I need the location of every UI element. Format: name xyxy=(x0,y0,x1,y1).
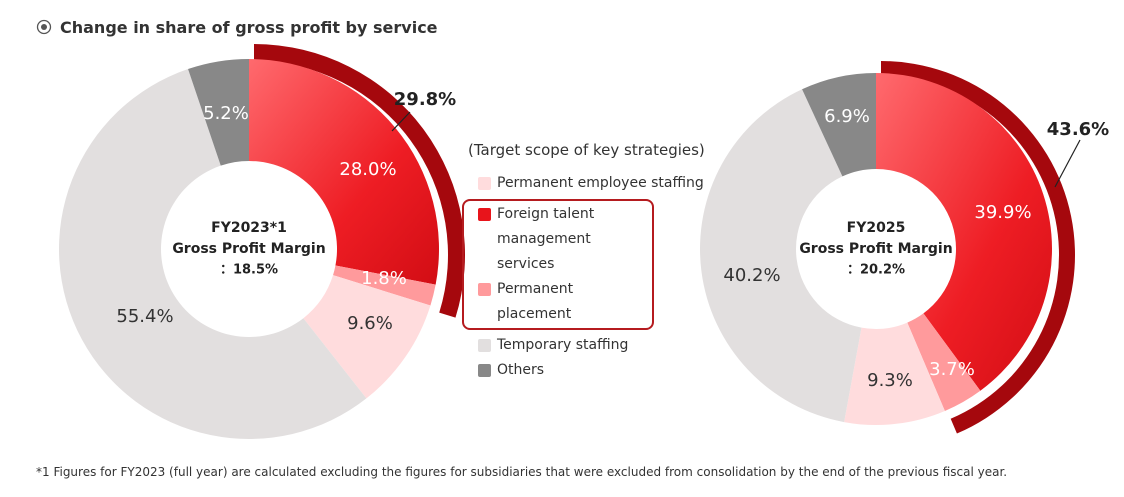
slice-label-foreign-talent-management-services: 39.9% xyxy=(974,202,1031,223)
legend-swatch xyxy=(478,339,491,352)
slice-others xyxy=(802,73,876,177)
legend-label: Permanent employee staffing xyxy=(497,175,704,191)
slice-temporary-staffing xyxy=(700,89,862,423)
highlight-leader-line xyxy=(1054,139,1081,188)
legend-item-foreign-talent: Foreign talent management services xyxy=(468,202,640,277)
chart-title-row: Change in share of gross profit by servi… xyxy=(36,14,438,40)
center-label-line: Gross Profit Margin xyxy=(172,241,325,257)
legend-item-others: Others xyxy=(468,358,705,383)
slice-temporary-staffing xyxy=(59,69,367,439)
legend-label: Temporary staffing xyxy=(497,337,629,353)
slice-permanent-placement xyxy=(907,313,981,411)
footnote: *1 Figures for FY2023 (full year) are ca… xyxy=(36,465,1008,479)
slice-label-temporary-staffing: 55.4% xyxy=(116,306,173,327)
highlight-leader-line xyxy=(391,111,411,132)
center-label-line: Gross Profit Margin xyxy=(799,241,952,257)
slice-permanent-employee-staffing xyxy=(303,275,431,399)
slice-label-foreign-talent-management-services: 28.0% xyxy=(339,159,396,180)
legend-item-permanent-employee-staffing: Permanent employee staffing xyxy=(468,171,705,196)
center-label-line: ：20.2% xyxy=(847,263,905,278)
center-label-line: FY2025 xyxy=(847,220,906,236)
slice-others xyxy=(188,59,249,166)
slice-label-permanent-placement: 3.7% xyxy=(929,359,975,380)
slice-label-permanent-employee-staffing: 9.3% xyxy=(867,370,913,391)
legend-label: Permanent placement xyxy=(497,281,574,322)
legend-swatch xyxy=(478,283,491,296)
slice-label-temporary-staffing: 40.2% xyxy=(723,265,780,286)
slice-label-permanent-employee-staffing: 9.6% xyxy=(347,313,393,334)
slice-foreign-talent-management-services xyxy=(249,59,440,285)
highlight-label: 29.8% xyxy=(394,89,456,110)
fy2023-donut-chart: 28.0% 1.8% 9.6% 55.4% 5.2% 29.8% FY2023*1 Gross… xyxy=(59,44,465,439)
fy2025-donut-chart: 39.9% 3.7% 9.3% 40.2% 6.9% 43.6% FY2025 Gross P… xyxy=(700,61,1109,434)
legend-label: Foreign talent management services xyxy=(497,206,595,272)
radio-bullet-icon xyxy=(36,19,52,35)
legend: (Target scope of key strategies) Permane… xyxy=(462,141,705,383)
slice-permanent-employee-staffing xyxy=(844,322,945,426)
center-label-line: ：18.5% xyxy=(220,263,278,278)
chart-title: Change in share of gross profit by servi… xyxy=(60,17,438,37)
legend-swatch xyxy=(478,364,491,377)
highlight-label: 43.6% xyxy=(1047,119,1109,140)
legend-label: Others xyxy=(497,362,545,378)
slice-label-others: 5.2% xyxy=(203,103,249,124)
slice-permanent-placement xyxy=(333,265,436,306)
slice-label-permanent-placement: 1.8% xyxy=(361,268,407,289)
slice-label-others: 6.9% xyxy=(824,106,870,127)
center-label-line: FY2023*1 xyxy=(211,220,287,236)
legend-item-temporary-staffing: Temporary staffing xyxy=(468,333,705,358)
slice-foreign-talent-management-services xyxy=(876,73,1052,391)
legend-swatch xyxy=(478,208,491,221)
legend-scope-label: (Target scope of key strategies) xyxy=(468,141,705,159)
legend-item-permanent-placement: Permanent placement xyxy=(468,277,640,327)
legend-swatch xyxy=(478,177,491,190)
legend-highlight-box: Foreign talent management services Perma… xyxy=(462,199,654,330)
